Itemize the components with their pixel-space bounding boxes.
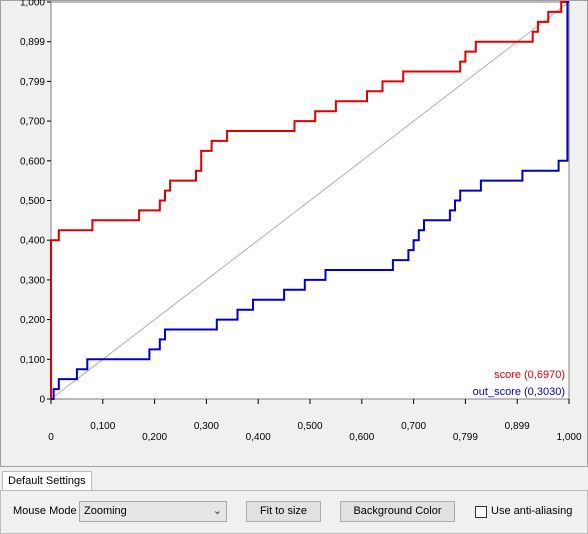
legend-entry: out_score (0,3030) bbox=[473, 386, 565, 398]
x-tick-label: 0,600 bbox=[349, 432, 374, 443]
legend-entry: score (0,6970) bbox=[494, 369, 565, 381]
series-line-0 bbox=[50, 1, 569, 399]
y-tick-label: 0,300 bbox=[20, 275, 45, 286]
diagonal-line bbox=[50, 1, 570, 400]
x-tick-label: 0,500 bbox=[297, 421, 322, 432]
background-color-button[interactable]: Background Color bbox=[340, 501, 455, 522]
x-tick-label: 0,100 bbox=[90, 421, 115, 432]
tab-strip: Default Settings bbox=[0, 467, 588, 491]
x-tick-label: 0,400 bbox=[246, 432, 271, 443]
x-tick-label: 0,899 bbox=[505, 421, 530, 432]
chevron-down-icon: ⌄ bbox=[212, 505, 222, 517]
x-tick-label: 0,700 bbox=[401, 421, 426, 432]
y-tick-label: 0 bbox=[39, 395, 45, 406]
x-tick-label: 0,200 bbox=[142, 432, 167, 443]
y-tick-label: 0,899 bbox=[20, 37, 45, 48]
x-tick-label: 1,000 bbox=[556, 432, 581, 443]
anti-aliasing-label: Use anti-aliasing bbox=[491, 505, 573, 517]
mouse-mode-label: Mouse Mode bbox=[13, 505, 77, 517]
y-tick-label: 0,600 bbox=[20, 156, 45, 167]
mouse-mode-value: Zooming bbox=[84, 505, 127, 517]
series-line-1 bbox=[51, 1, 569, 400]
tab-default-settings[interactable]: Default Settings bbox=[2, 471, 92, 491]
x-tick-label: 0 bbox=[48, 432, 54, 443]
y-tick-label: 0,700 bbox=[20, 117, 45, 128]
anti-aliasing-checkbox[interactable] bbox=[475, 506, 487, 518]
fit-to-size-button[interactable]: Fit to size bbox=[246, 501, 321, 522]
x-tick-label: 0,300 bbox=[194, 421, 219, 432]
y-tick-label: 0,200 bbox=[20, 315, 45, 326]
y-tick-label: 1,000 bbox=[20, 0, 45, 9]
y-tick-label: 0,100 bbox=[20, 355, 45, 366]
plot-panel[interactable]: 0 0,100 0,200 0,300 0,400 0,500 0,600 0,700 0,79… bbox=[0, 0, 588, 467]
y-tick-label: 0,799 bbox=[20, 77, 45, 88]
roc-chart[interactable]: 0 0,100 0,200 0,300 0,400 0,500 0,600 0,700 0,79… bbox=[0, 0, 588, 467]
y-tick-label: 0,500 bbox=[20, 196, 45, 207]
mouse-mode-dropdown[interactable]: Zooming ⌄ bbox=[79, 501, 227, 522]
y-tick-label: 0,400 bbox=[20, 236, 45, 247]
settings-toolbar: Mouse Mode Zooming ⌄ Fit to size Backgro… bbox=[0, 490, 588, 534]
x-tick-label: 0,799 bbox=[453, 432, 478, 443]
